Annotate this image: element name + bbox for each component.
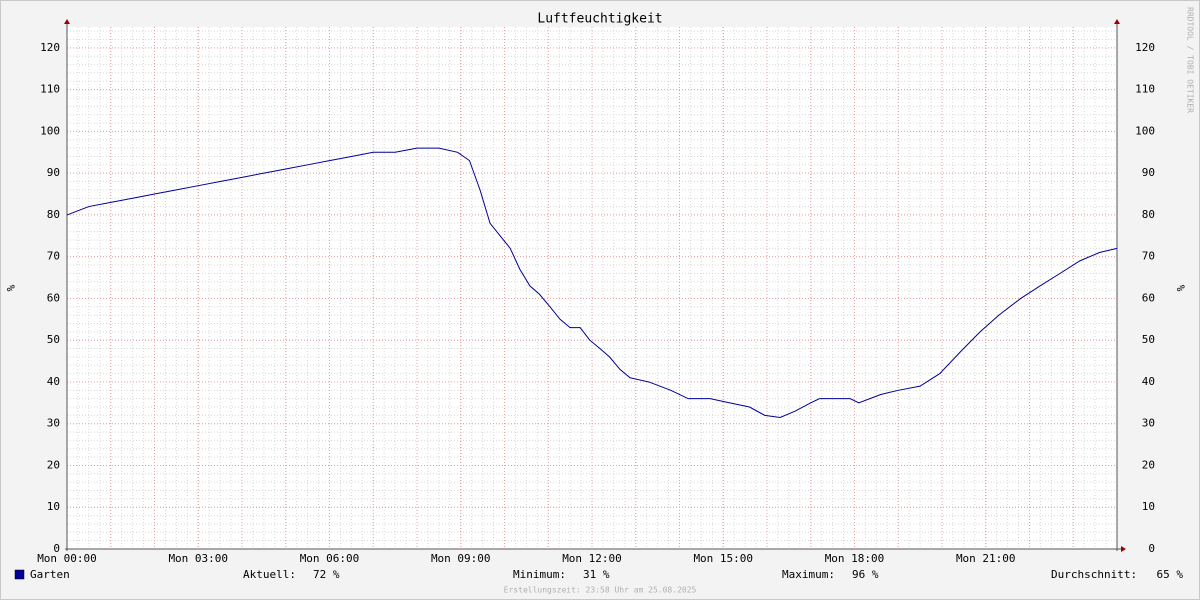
y-tick-label: 100 bbox=[40, 124, 60, 137]
watermark: RRDTOOL / TOBI OETIKER bbox=[1186, 7, 1195, 113]
stat-label: Durchschnitt: bbox=[1051, 568, 1137, 581]
y-tick-label: 10 bbox=[47, 500, 60, 513]
legend-label: Garten bbox=[30, 568, 70, 581]
y-tick-label: 110 bbox=[40, 83, 60, 96]
y-tick-label: 120 bbox=[40, 41, 60, 54]
y-tick-label: 20 bbox=[47, 458, 60, 471]
x-tick-label: Mon 12:00 bbox=[562, 552, 622, 565]
stat-value: 96 % bbox=[852, 568, 879, 581]
y2-tick-label: 110 bbox=[1135, 83, 1155, 96]
x-tick-label: Mon 09:00 bbox=[431, 552, 491, 565]
stat-value: 31 % bbox=[583, 568, 610, 581]
stat-value: 65 % bbox=[1157, 568, 1184, 581]
y2-tick-label: 20 bbox=[1142, 458, 1155, 471]
y2-tick-label: 60 bbox=[1142, 291, 1155, 304]
y-tick-label: 80 bbox=[47, 208, 60, 221]
y2-tick-label: 80 bbox=[1142, 208, 1155, 221]
y-tick-label: 0 bbox=[53, 542, 60, 555]
x-tick-label: Mon 15:00 bbox=[693, 552, 753, 565]
stat-label: Minimum: bbox=[513, 568, 566, 581]
footer: Erstellungszeit: 23:58 Uhr am 25.08.2025 bbox=[504, 586, 697, 595]
y-tick-label: 70 bbox=[47, 250, 60, 263]
y2-tick-label: 100 bbox=[1135, 124, 1155, 137]
y2-tick-label: 30 bbox=[1142, 417, 1155, 430]
x-tick-label: Mon 21:00 bbox=[956, 552, 1016, 565]
x-tick-label: Mon 06:00 bbox=[300, 552, 360, 565]
y-tick-label: 30 bbox=[47, 417, 60, 430]
y-tick-label: 40 bbox=[47, 375, 60, 388]
stat-value: 72 % bbox=[313, 568, 340, 581]
x-tick-label: Mon 00:00 bbox=[37, 552, 97, 565]
x-tick-label: Mon 18:00 bbox=[825, 552, 885, 565]
y-tick-label: 90 bbox=[47, 166, 60, 179]
chart-title: Luftfeuchtigkeit bbox=[537, 12, 662, 27]
axis-arrow bbox=[1121, 546, 1126, 552]
y2-tick-label: 90 bbox=[1142, 166, 1155, 179]
y2-axis-label: % bbox=[1174, 285, 1187, 292]
y-axis-label: % bbox=[4, 285, 17, 292]
axis-arrow bbox=[64, 19, 70, 24]
y-tick-label: 50 bbox=[47, 333, 60, 346]
y2-tick-label: 0 bbox=[1148, 542, 1155, 555]
y2-tick-label: 70 bbox=[1142, 250, 1155, 263]
y2-tick-label: 120 bbox=[1135, 41, 1155, 54]
y2-tick-label: 40 bbox=[1142, 375, 1155, 388]
axis-arrow bbox=[1114, 19, 1120, 24]
legend-swatch bbox=[14, 569, 25, 580]
y2-tick-label: 50 bbox=[1142, 333, 1155, 346]
stat-label: Maximum: bbox=[782, 568, 835, 581]
data-line bbox=[66, 147, 1118, 418]
y2-tick-label: 10 bbox=[1142, 500, 1155, 513]
y-tick-label: 60 bbox=[47, 291, 60, 304]
stat-label: Aktuell: bbox=[243, 568, 296, 581]
x-tick-label: Mon 03:00 bbox=[168, 552, 228, 565]
